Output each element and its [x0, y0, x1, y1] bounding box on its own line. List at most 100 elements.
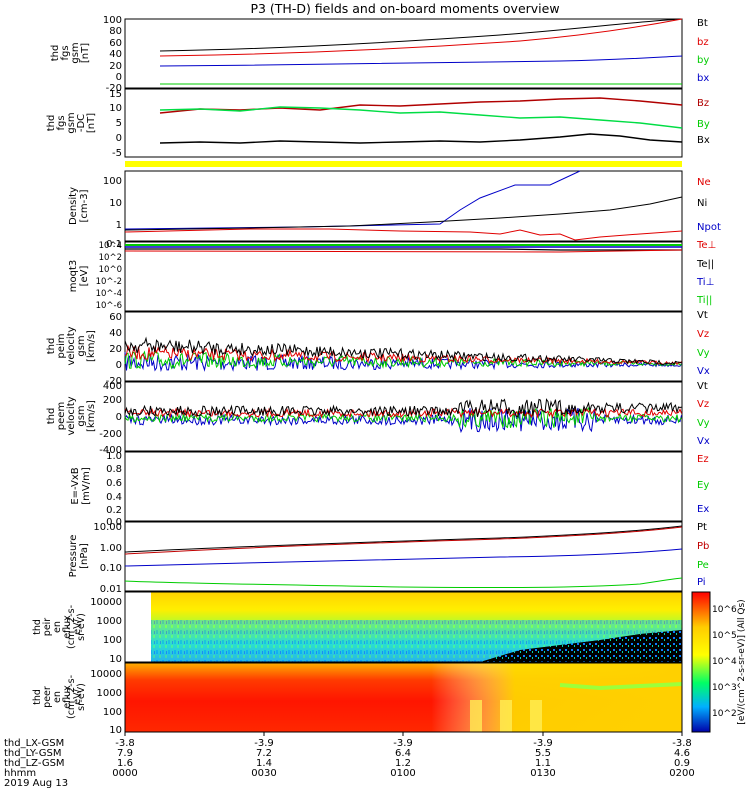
- panel9-ytick-2: 100: [103, 635, 122, 646]
- ephemeris: thd_LX-GSM thd_LY-GSM thd_LZ-GSM hhmm 20…: [4, 738, 695, 789]
- panel1-legend-by: by: [697, 55, 709, 66]
- ephem-ly-4: 4.6: [674, 748, 690, 759]
- panel8-ytick-0: 10.00: [93, 522, 122, 533]
- ephem-lz-1: 1.4: [256, 758, 272, 769]
- colorbar-label: [eV/(cm^2-s-sr-eV)] (All Qs): [737, 599, 747, 724]
- panel1-series-bz: [159, 18, 683, 57]
- panel7-ytick-0: 1.0: [106, 451, 122, 462]
- panel7-legend-ey: Ey: [697, 480, 709, 491]
- panel6-ytick-1: 200: [103, 395, 122, 406]
- panel1-series-bt: [159, 18, 683, 52]
- colorbar-tick-0: 10^6: [712, 605, 737, 615]
- panel3-ytick-3: 0.1: [106, 239, 122, 250]
- panel4-ytick-4: 10^-4: [96, 289, 122, 299]
- panel1-ylabel: thdfgsgsm[nT]: [50, 42, 91, 63]
- ephem-hhmm-1: 0030: [251, 768, 276, 779]
- panel4-ytick-2: 10^0: [99, 265, 122, 275]
- panel-peim-velocity: thdpeimvelocitygsm[km/s] 60 40 20 0 -20 …: [46, 310, 710, 387]
- panel8-series-pt: [124, 525, 683, 553]
- ephem-label-lz: thd_LZ-GSM: [4, 758, 65, 769]
- panel1-ytick-3: 40: [109, 49, 122, 60]
- panel6-legend-vx: Vx: [697, 436, 710, 447]
- panel-fgs-gsm-dc: thdfgsgsm-DC[nT] 15 10 5 0 -5 Bz By Bx: [46, 88, 710, 159]
- panel4-ytick-5: 10^-6: [96, 301, 122, 311]
- ephem-ly-2: 6.4: [395, 748, 411, 759]
- ephem-lz-0: 1.6: [117, 758, 133, 769]
- panel9-ytick-0: 10000: [90, 597, 122, 608]
- ephem-lx-2: -3.9: [393, 738, 413, 749]
- ephem-lx-1: -3.9: [254, 738, 274, 749]
- panel6-ytick-0: 400: [103, 381, 122, 392]
- ephem-label-ly: thd_LY-GSM: [4, 748, 61, 759]
- panel3-legend-ni: Ni: [697, 198, 707, 209]
- panel1-series-by: [159, 55, 683, 67]
- panel8-legend-pe: Pe: [697, 560, 709, 571]
- panel6-ytick-3: -200: [99, 429, 122, 440]
- panel10-ylabel-units: (cm^2-s-sr-eV): [66, 675, 87, 719]
- panel4-series-tperp: [124, 249, 683, 253]
- panel4-legend-te-par: Te||: [696, 259, 714, 270]
- panel7-ytick-5: 0.0: [106, 517, 122, 528]
- panel8-ylabel: Pressure[nPa]: [68, 535, 90, 578]
- panel2-legend-bz: Bz: [697, 98, 709, 109]
- panel9-ytick-3: 10: [109, 654, 122, 665]
- panel8-series-pi: [124, 577, 683, 589]
- panel4-ylabel: moqt3[eV]: [68, 260, 90, 293]
- x-axis: [124, 732, 683, 736]
- panel3-ylabel: Density[cm-3]: [68, 187, 90, 225]
- panel-ion-spectrogram: thdpeirenefluxeV/ (cm^2-s-sr-eV) 10000 1…: [32, 591, 683, 665]
- panel10-ytick-3: 10: [109, 725, 122, 736]
- colorbar-tick-2: 10^4: [712, 657, 737, 667]
- panel7-legend-ex: Ex: [697, 504, 709, 515]
- panel5-ytick-2: 20: [109, 344, 122, 355]
- panel6-series-vt: [124, 398, 682, 418]
- panel-pressure: Pressure[nPa] 10.00 1.00 0.10 0.01 Pt Pb…: [68, 521, 709, 595]
- panel2-legend-bx: Bx: [697, 135, 710, 146]
- panel2-series-bx: [159, 133, 683, 144]
- panel2-legend-by: By: [697, 119, 710, 130]
- panel8-series-pe: [124, 548, 683, 567]
- panel2-ytick-3: 0: [116, 133, 122, 144]
- panel8-legend-pb: Pb: [697, 541, 709, 552]
- panel5-series-vy: [124, 350, 682, 370]
- panel-peem-velocity: thdpeemvelocitygsm[km/s] 400 200 0 -200 …: [46, 381, 710, 456]
- panel1-legend-bz: bz: [697, 37, 709, 48]
- panel3-legend-npot: Npot: [697, 222, 721, 233]
- panel2-ytick-4: -5: [112, 148, 122, 159]
- panel4-legend-ti-perp: Ti⊥: [696, 277, 714, 288]
- panel6-ytick-2: 0: [116, 412, 122, 423]
- panel-fgs-gsm: thdfgsgsm[nT] 100 80 60 40 20 0 -20 Bt b…: [50, 15, 709, 94]
- panel-electron-spectrogram: thdpeerenefluxeV/ (cm^2-s-sr-eV) 10000 1…: [32, 662, 683, 736]
- panel4-series-tpar: [125, 248, 682, 251]
- ephem-lz-2: 1.2: [395, 758, 411, 769]
- panel8-ytick-3: 0.01: [100, 584, 122, 595]
- panel3-series-ni: [124, 196, 683, 231]
- panel1-ytick-2: 60: [109, 38, 122, 49]
- panel5-legend-vz: Vz: [697, 329, 709, 340]
- panel2-ylabel: thdfgsgsm-DC[nT]: [46, 112, 97, 133]
- panel10-ytick-0: 10000: [90, 669, 122, 680]
- panel-density: Density[cm-3] 100 10 1 0.1 Ne Ni Npot: [68, 170, 721, 250]
- panel5-ytick-3: 0: [116, 360, 122, 371]
- panel-temperature: moqt3[eV] 10^4 10^2 10^0 10^-2 10^-4 10^…: [68, 240, 716, 312]
- panel3-series-ne: [124, 228, 683, 241]
- figure-title: P3 (TH-D) fields and on-board moments ov…: [250, 1, 559, 16]
- panel5-ytick-4: -20: [106, 376, 122, 387]
- panel7-ylabel: E=-VxB[mV/m]: [70, 467, 92, 505]
- panel7-ytick-1: 0.8: [106, 464, 122, 475]
- ephem-lx-4: -3.8: [672, 738, 692, 749]
- panel4-legend-te-perp: Te⊥: [696, 240, 716, 251]
- panel5-ytick-0: 60: [109, 312, 122, 323]
- panel1-ytick-5: 0: [116, 72, 122, 83]
- panel5-ytick-1: 40: [109, 328, 122, 339]
- ephem-label-lx: thd_LX-GSM: [4, 738, 64, 749]
- panel4-ytick-1: 10^2: [99, 253, 122, 263]
- panel7-ytick-4: 0.2: [106, 505, 122, 516]
- panel8-series-pb: [124, 526, 683, 555]
- ephem-lz-4: 0.9: [674, 758, 690, 769]
- panel2-ytick-1: 10: [109, 103, 122, 114]
- ephem-hhmm-2: 0100: [390, 768, 415, 779]
- panel5-ylabel: thdpeimvelocitygsm[km/s]: [46, 326, 97, 365]
- colorbar-tick-4: 10^2: [712, 709, 737, 719]
- ephem-lx-0: -3.8: [115, 738, 135, 749]
